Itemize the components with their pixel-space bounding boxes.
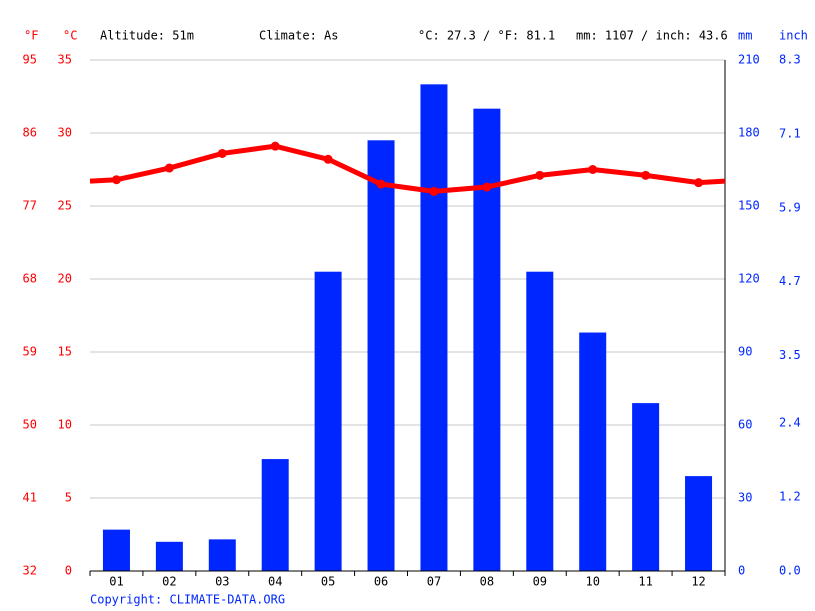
bar (420, 84, 448, 571)
inch-tick-label: 7.1 (779, 126, 801, 140)
c-tick-label: 35 (58, 53, 72, 67)
f-tick-label: 59 (23, 345, 37, 359)
temperature-point (641, 170, 651, 180)
temperature-point (694, 178, 704, 188)
x-tick-label: 08 (480, 575, 494, 589)
x-tick-label: 02 (162, 575, 176, 589)
x-tick-label: 12 (691, 575, 705, 589)
x-tick-label: 05 (321, 575, 335, 589)
temperature-point (270, 141, 280, 151)
temperature-line (89, 143, 726, 194)
mm-tick-label: 120 (738, 272, 760, 286)
altitude: Altitude: 51m (100, 29, 194, 43)
inch-tick-label: 3.5 (779, 348, 801, 362)
bar (314, 271, 342, 571)
bar (367, 140, 395, 572)
bar (208, 539, 236, 571)
inch-tick-label: 5.9 (779, 200, 801, 214)
c-tick-label: 15 (58, 345, 72, 359)
f-tick-label: 41 (23, 491, 37, 505)
bar (685, 476, 713, 571)
bar (632, 403, 660, 571)
temperature-point (217, 148, 227, 158)
bar (579, 332, 607, 571)
bar (526, 271, 554, 571)
temperature-point (111, 175, 121, 185)
inch-tick-label: 4.7 (779, 274, 801, 288)
precip-summary: mm: 1107 / inch: 43.6 (576, 29, 728, 43)
mm-tick-label: 210 (738, 53, 760, 67)
x-tick-label: 10 (585, 575, 599, 589)
bar (102, 529, 130, 571)
x-tick-label: 09 (533, 575, 547, 589)
bar (155, 541, 183, 571)
x-tick-label: 04 (268, 575, 282, 589)
mm-tick-label: 180 (738, 126, 760, 140)
mm-tick-label: 30 (738, 491, 752, 505)
inch-tick-label: 0.0 (779, 564, 801, 578)
inch-tick-label: 1.2 (779, 490, 801, 504)
unit-f: °F (24, 29, 38, 43)
f-tick-label: 50 (23, 418, 37, 432)
f-tick-label: 32 (23, 564, 37, 578)
temperature-point (376, 179, 386, 189)
bar (473, 108, 501, 572)
mm-tick-label: 60 (738, 418, 752, 432)
f-tick-label: 77 (23, 199, 37, 213)
mm-tick-label: 150 (738, 199, 760, 213)
temperature-point (535, 170, 545, 180)
temperature-point (588, 165, 598, 174)
copyright: Copyright: CLIMATE-DATA.ORG (90, 593, 285, 607)
temperature-point (164, 163, 174, 173)
bar (261, 459, 289, 571)
unit-mm: mm (738, 29, 752, 43)
c-tick-label: 25 (58, 199, 72, 213)
unit-c: °C (63, 29, 77, 43)
x-tick-label: 03 (215, 575, 229, 589)
f-tick-label: 95 (23, 53, 37, 67)
x-tick-label: 11 (638, 575, 652, 589)
unit-inch: inch (779, 29, 808, 43)
climate: Climate: As (259, 29, 338, 43)
c-tick-label: 10 (58, 418, 72, 432)
f-tick-label: 68 (23, 272, 37, 286)
temperature-point (482, 182, 492, 192)
x-tick-label: 07 (427, 575, 441, 589)
mm-tick-label: 90 (738, 345, 752, 359)
c-tick-label: 20 (58, 272, 72, 286)
inch-tick-label: 8.3 (779, 53, 801, 67)
temperature-point (323, 154, 333, 164)
c-tick-label: 0 (65, 564, 72, 578)
f-tick-label: 86 (23, 126, 37, 140)
c-tick-label: 30 (58, 126, 72, 140)
temperature-point (429, 186, 439, 196)
c-tick-label: 5 (65, 491, 72, 505)
x-tick-label: 06 (374, 575, 388, 589)
inch-tick-label: 2.4 (779, 416, 801, 430)
temp-summary: °C: 27.3 / °F: 81.1 (418, 29, 555, 43)
mm-tick-label: 0 (738, 564, 745, 578)
x-tick-label: 01 (109, 575, 123, 589)
